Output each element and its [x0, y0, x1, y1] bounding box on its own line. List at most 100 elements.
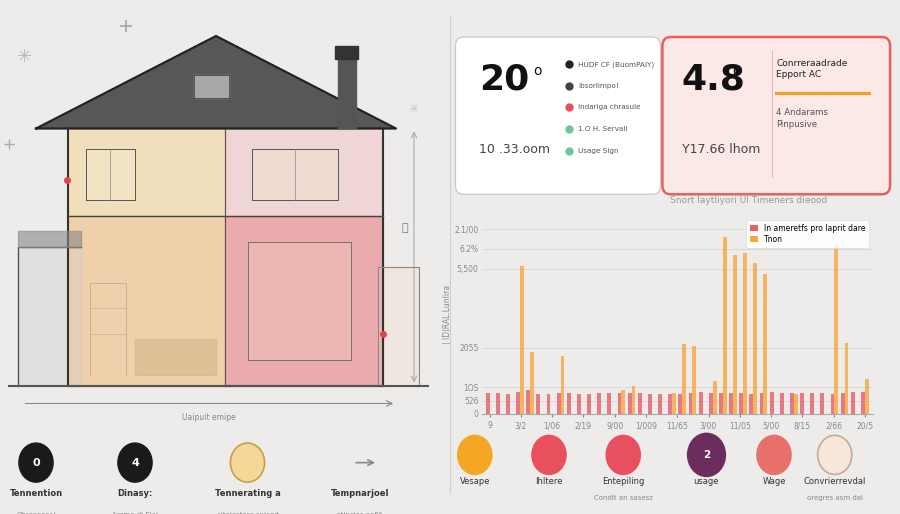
Text: Tennerating a: Tennerating a — [214, 489, 281, 498]
Bar — [658, 394, 662, 414]
Text: oregres asm dal: oregres asm dal — [806, 494, 863, 501]
Text: 2: 2 — [703, 450, 710, 460]
Legend: In ameretfs pro laprit dare, Tnon: In ameretfs pro laprit dare, Tnon — [746, 219, 869, 248]
Polygon shape — [225, 128, 382, 216]
Text: o: o — [733, 64, 741, 78]
Text: Usage Sign: Usage Sign — [578, 148, 619, 154]
Bar — [536, 394, 540, 414]
Y-axis label: | ID|RAL.Lunlira: | ID|RAL.Lunlira — [443, 285, 452, 344]
Bar — [821, 393, 824, 414]
Bar — [617, 393, 622, 414]
Bar — [713, 381, 716, 414]
Bar — [760, 393, 763, 414]
Text: Y17.66 lhom: Y17.66 lhom — [682, 142, 760, 156]
Text: 20: 20 — [479, 63, 529, 97]
Text: usage: usage — [694, 477, 719, 486]
Circle shape — [532, 435, 566, 474]
Circle shape — [19, 443, 53, 482]
Bar — [692, 346, 697, 414]
Text: Wage: Wage — [762, 477, 786, 486]
Bar — [506, 394, 510, 414]
Polygon shape — [86, 149, 135, 200]
Bar — [723, 237, 726, 414]
Bar — [557, 393, 561, 414]
Bar — [780, 393, 784, 414]
Text: Uaipuit emipe: Uaipuit emipe — [183, 413, 236, 422]
Bar — [790, 393, 794, 414]
Bar — [739, 393, 743, 414]
Text: 0: 0 — [32, 457, 40, 468]
Polygon shape — [338, 51, 356, 128]
Text: 1.O H. Servali: 1.O H. Servali — [578, 126, 627, 132]
Bar — [861, 392, 865, 414]
Text: HUDF CF (BuomPAIY): HUDF CF (BuomPAIY) — [578, 61, 654, 67]
Circle shape — [817, 435, 851, 474]
Circle shape — [230, 443, 265, 482]
Text: Dinasy:: Dinasy: — [117, 489, 153, 498]
Bar — [770, 392, 774, 414]
Bar — [719, 393, 723, 414]
Bar — [865, 379, 868, 414]
Polygon shape — [225, 216, 382, 386]
Bar — [520, 266, 524, 414]
Text: Conrreraadrade
Epport AC: Conrreraadrade Epport AC — [776, 59, 848, 79]
Bar — [682, 344, 686, 414]
Polygon shape — [248, 242, 351, 360]
Text: ✳: ✳ — [409, 103, 419, 116]
Text: IhItere: IhItere — [536, 477, 562, 486]
FancyBboxPatch shape — [455, 37, 661, 194]
Text: Snort laytliyori UI Timeners dieood: Snort laytliyori UI Timeners dieood — [670, 196, 828, 206]
Bar — [834, 245, 838, 414]
Polygon shape — [68, 216, 225, 386]
Bar — [841, 393, 844, 414]
Bar — [496, 393, 500, 414]
FancyBboxPatch shape — [662, 37, 890, 194]
Text: Vesape: Vesape — [460, 477, 490, 486]
Text: 4: 4 — [131, 457, 139, 468]
Circle shape — [757, 435, 791, 474]
Text: Ibsorlimpo!: Ibsorlimpo! — [578, 83, 619, 89]
Circle shape — [688, 433, 725, 476]
Bar — [577, 394, 580, 414]
Bar — [743, 253, 747, 414]
Polygon shape — [194, 75, 230, 98]
Text: 4 Andarams
Pinpusive: 4 Andarams Pinpusive — [776, 108, 828, 128]
Circle shape — [118, 443, 152, 482]
Bar — [546, 394, 551, 414]
Bar — [598, 393, 601, 414]
Text: Convrierrevdal: Convrierrevdal — [804, 477, 866, 486]
Bar — [638, 393, 642, 414]
Circle shape — [607, 435, 641, 474]
Bar — [753, 263, 757, 414]
Bar — [567, 393, 571, 414]
Polygon shape — [378, 267, 419, 386]
Text: Tennention: Tennention — [9, 489, 63, 498]
Polygon shape — [335, 46, 358, 59]
Bar — [763, 274, 768, 414]
Bar — [688, 393, 692, 414]
Text: Condit an sasesz: Condit an sasesz — [594, 494, 652, 501]
Bar — [800, 393, 804, 414]
Bar — [844, 342, 849, 414]
Polygon shape — [68, 128, 225, 216]
Bar — [486, 393, 490, 414]
Bar — [587, 394, 591, 414]
Bar — [669, 394, 672, 414]
Bar — [850, 392, 855, 414]
Bar — [679, 394, 682, 414]
Bar — [517, 392, 520, 414]
Bar — [709, 393, 713, 414]
Bar — [530, 352, 534, 414]
Bar — [810, 393, 814, 414]
Polygon shape — [252, 149, 338, 200]
Polygon shape — [135, 339, 216, 375]
Text: stincios aoPA: stincios aoPA — [338, 511, 382, 514]
Text: ✳: ✳ — [17, 48, 32, 66]
Bar — [648, 394, 652, 414]
Bar — [622, 390, 626, 414]
Bar — [632, 386, 635, 414]
Text: citolestare sniced: citolestare sniced — [217, 511, 278, 514]
Polygon shape — [18, 247, 81, 386]
Bar — [672, 393, 676, 414]
Bar — [794, 394, 797, 414]
